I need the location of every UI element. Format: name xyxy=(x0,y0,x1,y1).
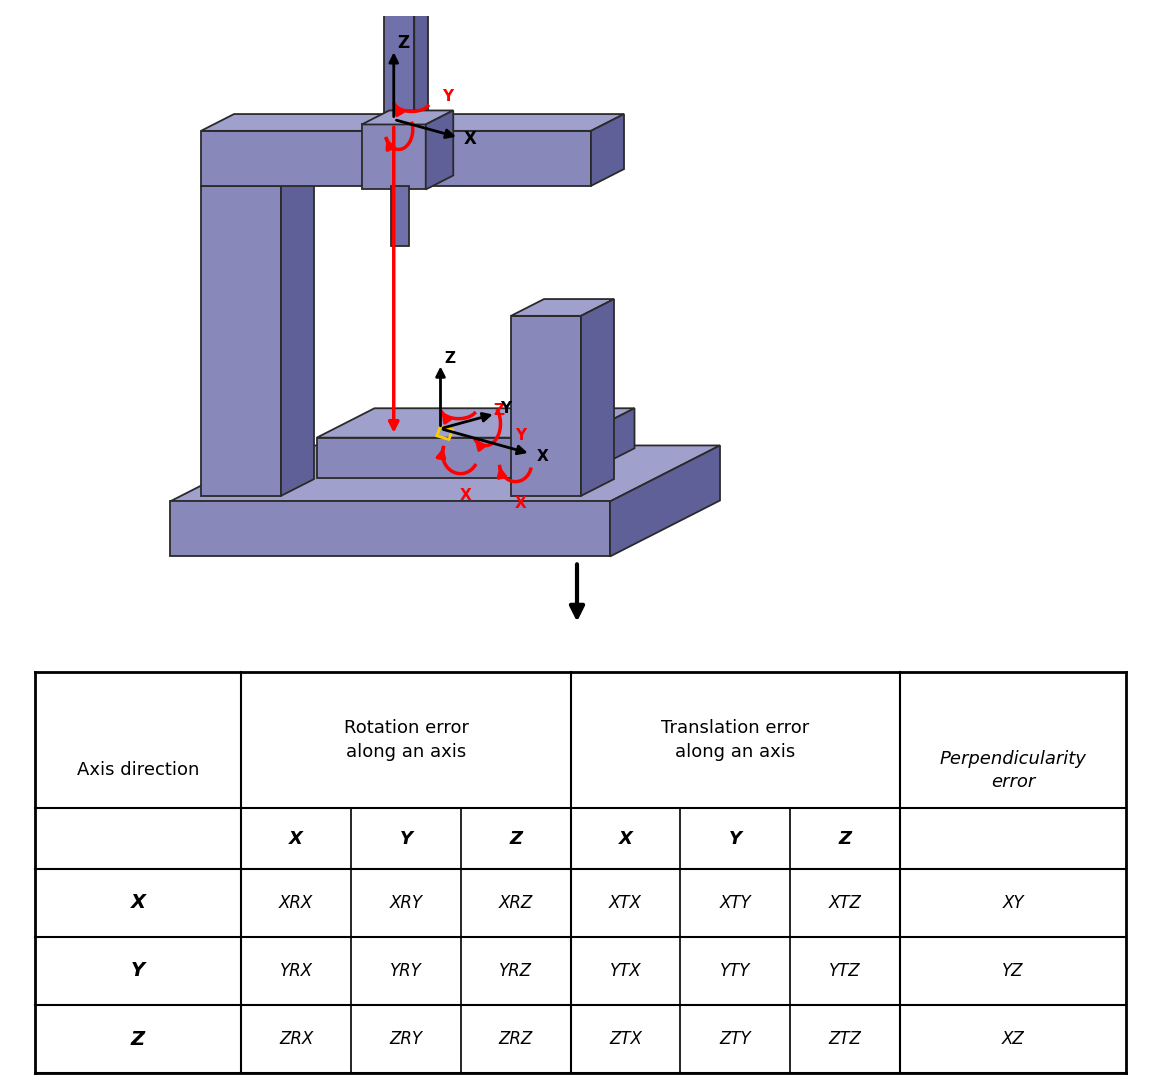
Text: Z: Z xyxy=(493,403,504,418)
Text: Z: Z xyxy=(397,35,410,52)
Text: XZ: XZ xyxy=(1001,1030,1024,1048)
Text: Translation error
along an axis: Translation error along an axis xyxy=(662,720,810,761)
Polygon shape xyxy=(415,0,429,127)
Text: X: X xyxy=(537,449,549,464)
Text: X: X xyxy=(289,829,303,848)
Text: XY: XY xyxy=(1003,893,1023,912)
Text: Y: Y xyxy=(442,89,453,104)
Text: XTY: XTY xyxy=(720,893,751,912)
Text: YZ: YZ xyxy=(1003,962,1023,980)
Text: X: X xyxy=(515,496,527,512)
Text: YTX: YTX xyxy=(610,962,641,980)
Text: X: X xyxy=(460,488,471,503)
Polygon shape xyxy=(201,114,624,131)
Text: YTZ: YTZ xyxy=(829,962,860,980)
Text: Rotation error
along an axis: Rotation error along an axis xyxy=(343,720,469,761)
Polygon shape xyxy=(170,446,720,502)
Polygon shape xyxy=(576,409,634,478)
Polygon shape xyxy=(281,169,314,495)
Text: YRX: YRX xyxy=(280,962,313,980)
Polygon shape xyxy=(511,299,614,315)
Polygon shape xyxy=(385,0,415,127)
Polygon shape xyxy=(511,315,581,495)
Text: X: X xyxy=(131,893,146,913)
Text: Perpendicularity
error: Perpendicularity error xyxy=(940,749,1087,791)
Polygon shape xyxy=(362,125,426,190)
Text: X: X xyxy=(464,130,477,149)
Text: Z: Z xyxy=(445,351,455,366)
Text: ZRX: ZRX xyxy=(280,1030,313,1048)
Polygon shape xyxy=(426,111,453,190)
Polygon shape xyxy=(581,299,614,495)
Text: XRZ: XRZ xyxy=(499,893,532,912)
Polygon shape xyxy=(610,446,720,556)
Polygon shape xyxy=(390,185,409,246)
Text: Y: Y xyxy=(400,829,412,848)
Polygon shape xyxy=(201,185,281,495)
Text: XRY: XRY xyxy=(389,893,423,912)
Text: Z: Z xyxy=(131,1030,146,1048)
Text: YTY: YTY xyxy=(721,962,751,980)
Polygon shape xyxy=(591,114,624,185)
Text: XRX: XRX xyxy=(280,893,313,912)
Text: Y: Y xyxy=(131,962,146,980)
Text: Z: Z xyxy=(509,829,522,848)
Text: X: X xyxy=(619,829,633,848)
Polygon shape xyxy=(201,131,591,185)
Text: ZTX: ZTX xyxy=(609,1030,642,1048)
Text: ZTY: ZTY xyxy=(720,1030,751,1048)
Polygon shape xyxy=(201,169,314,185)
Polygon shape xyxy=(316,438,576,478)
Text: ZRY: ZRY xyxy=(389,1030,423,1048)
Text: Y: Y xyxy=(729,829,742,848)
Text: XTX: XTX xyxy=(609,893,642,912)
Text: Z: Z xyxy=(839,829,851,848)
Text: Axis direction: Axis direction xyxy=(76,761,199,779)
Text: YRY: YRY xyxy=(390,962,422,980)
Text: YRZ: YRZ xyxy=(499,962,532,980)
Text: ZTZ: ZTZ xyxy=(829,1030,862,1048)
Polygon shape xyxy=(170,502,610,556)
Text: Y: Y xyxy=(515,428,526,443)
Polygon shape xyxy=(362,111,453,125)
Polygon shape xyxy=(316,409,634,438)
Text: ZRZ: ZRZ xyxy=(499,1030,532,1048)
Text: XTZ: XTZ xyxy=(829,893,862,912)
Text: Y: Y xyxy=(500,401,512,416)
